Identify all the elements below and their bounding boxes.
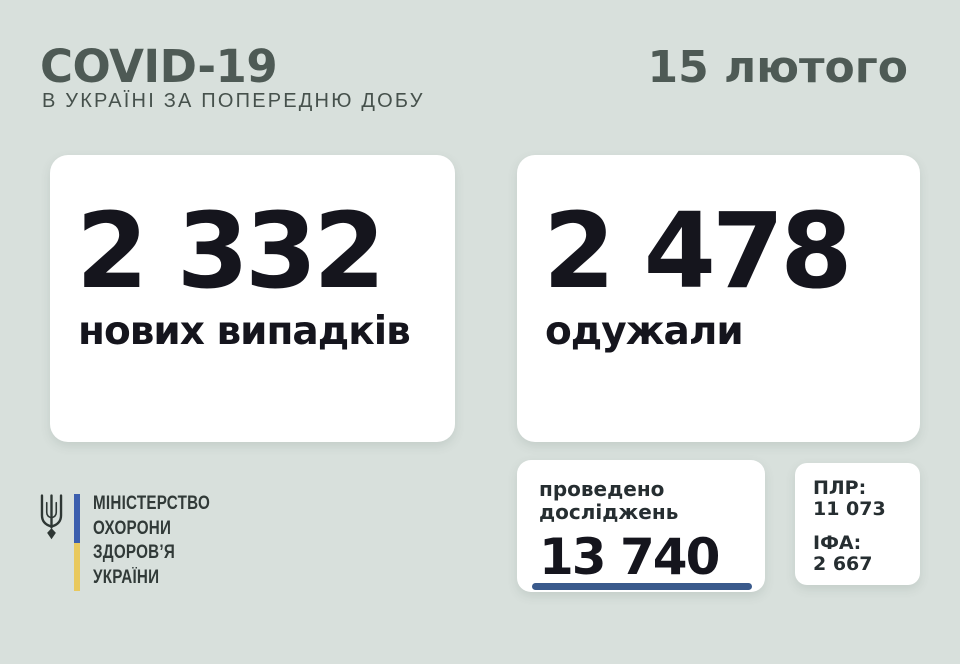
pcr-label: ПЛР: [813,477,867,499]
tests-card: проведено досліджень 13 740 [517,460,765,592]
ministry-line: ОХОРОНИ [93,517,172,539]
recovered-value: 2 478 [543,190,853,312]
recovered-card: 2 478 одужали [517,155,920,442]
tests-value: 13 740 [539,528,720,586]
accent-underline-bar [532,583,752,590]
ministry-line: МІНІСТЕРСТВО [93,493,211,514]
ministry-name: МІНІСТЕРСТВО ОХОРОНИ ЗДОРОВ’Я УКРАЇНИ [93,492,239,590]
ukraine-trident-icon [40,494,63,540]
test-types-card: ПЛР: 11 073 ІФА: 2 667 [795,463,920,585]
elisa-group: ІФА: 2 667 [813,533,920,575]
ministry-line: УКРАЇНИ [93,566,160,588]
flag-bar [74,494,80,591]
elisa-value: 2 667 [813,553,873,575]
tests-label-line2: досліджень [539,500,679,524]
new-cases-label: нових випадків [78,309,411,354]
ministry-logo: МІНІСТЕРСТВО ОХОРОНИ ЗДОРОВ’Я УКРАЇНИ [38,490,239,591]
flag-blue-half [74,494,80,543]
pcr-value: 11 073 [813,498,886,520]
page-title: COVID-19 [40,40,278,93]
report-date: 15 лютого [647,42,909,93]
new-cases-card: 2 332 нових випадків [50,155,455,442]
new-cases-value: 2 332 [76,190,386,312]
flag-yellow-half [74,542,80,591]
elisa-label: ІФА: [813,532,862,554]
recovered-label: одужали [545,309,744,354]
tests-label-line1: проведено [539,477,665,501]
ministry-line: ЗДОРОВ’Я [93,542,175,563]
page-subtitle: В УКРАЇНІ ЗА ПОПЕРЕДНЮ ДОБУ [42,90,425,112]
pcr-group: ПЛР: 11 073 [813,478,920,520]
